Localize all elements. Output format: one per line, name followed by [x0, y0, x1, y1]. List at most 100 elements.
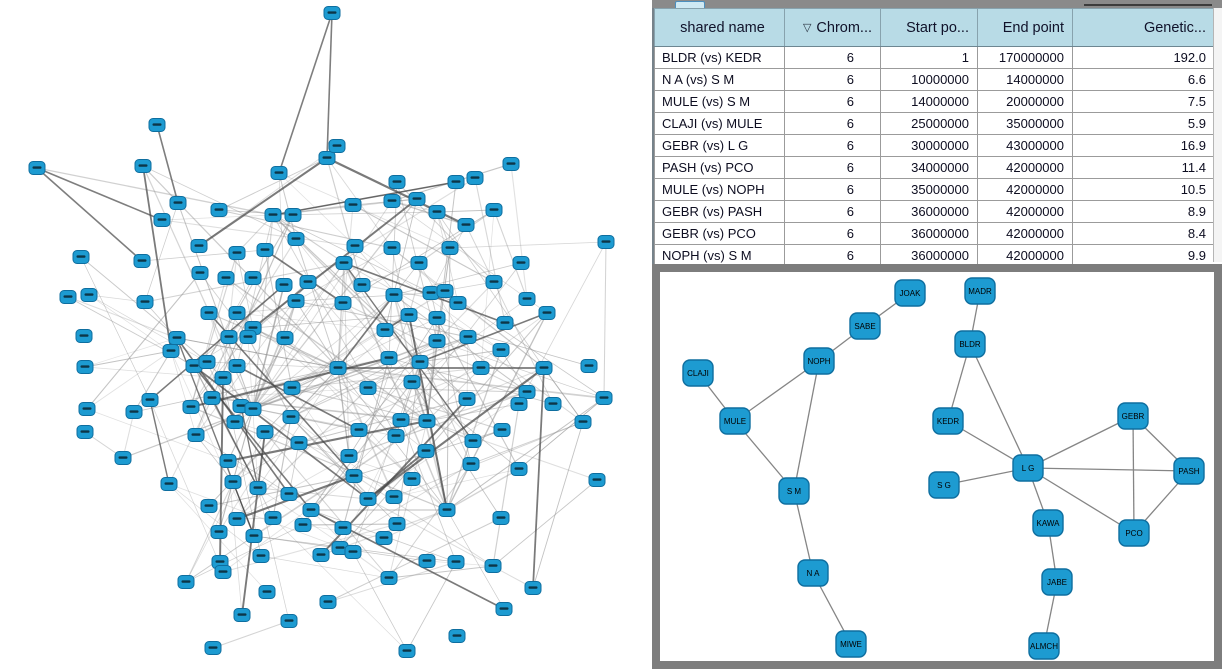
table-cell[interactable]: 35000000 — [977, 112, 1073, 135]
table-row[interactable]: GEBR (vs) PASH 6 36000000 42000000 8.9 — [654, 200, 1214, 223]
table-cell[interactable]: PASH (vs) PCO — [654, 156, 785, 179]
network-node-small[interactable] — [459, 330, 477, 344]
network-node-small[interactable] — [276, 331, 294, 345]
table-cell[interactable]: 42000000 — [977, 178, 1073, 201]
network-node-n-a[interactable]: N A — [797, 559, 829, 587]
table-cell[interactable]: 6 — [784, 222, 881, 245]
network-node-small[interactable] — [245, 529, 263, 543]
network-node-small[interactable] — [318, 151, 336, 165]
table-cell[interactable]: 42000000 — [977, 200, 1073, 223]
network-node-s-m[interactable]: S M — [778, 477, 810, 505]
network-node-small[interactable] — [398, 644, 416, 658]
network-node-kawa[interactable]: KAWA — [1032, 509, 1064, 537]
network-node-small[interactable] — [204, 641, 222, 655]
table-cell[interactable]: 8.9 — [1072, 200, 1214, 223]
table-cell[interactable]: 42000000 — [977, 244, 1073, 264]
network-node-small[interactable] — [448, 629, 466, 643]
column-header-shared-name[interactable]: shared name — [654, 8, 785, 47]
network-node-small[interactable] — [256, 243, 274, 257]
network-node-small[interactable] — [334, 296, 352, 310]
network-node-pco[interactable]: PCO — [1118, 519, 1150, 547]
table-cell[interactable]: 36000000 — [880, 222, 978, 245]
network-node-small[interactable] — [388, 175, 406, 189]
table-cell[interactable]: 6 — [784, 134, 881, 157]
table-cell[interactable]: 7.5 — [1072, 90, 1214, 113]
network-node-small[interactable] — [462, 457, 480, 471]
network-node-small[interactable] — [198, 355, 216, 369]
table-cell[interactable]: GEBR (vs) PASH — [654, 200, 785, 223]
column-header-end-point[interactable]: End point — [977, 8, 1073, 47]
table-cell[interactable]: 6 — [784, 46, 881, 69]
table-cell[interactable]: 9.9 — [1072, 244, 1214, 264]
filtered-network-canvas[interactable]: JOAK SABE NOPH CLAJI MULE S M N A MIWE MADR BLDR K… — [660, 272, 1214, 661]
network-node-small[interactable] — [141, 393, 159, 407]
network-node-small[interactable] — [287, 232, 305, 246]
table-cell[interactable]: MULE (vs) NOPH — [654, 178, 785, 201]
network-node-small[interactable] — [518, 292, 536, 306]
network-node-small[interactable] — [162, 344, 180, 358]
network-node-small[interactable] — [597, 235, 615, 249]
network-node-miwe[interactable]: MIWE — [835, 630, 867, 658]
table-cell[interactable]: 6 — [784, 156, 881, 179]
network-node-small[interactable] — [344, 198, 362, 212]
network-node-pash[interactable]: PASH — [1173, 457, 1205, 485]
network-node-small[interactable] — [264, 208, 282, 222]
network-node-small[interactable] — [447, 175, 465, 189]
table-cell[interactable]: 5.9 — [1072, 112, 1214, 135]
network-node-small[interactable] — [574, 415, 592, 429]
network-node-small[interactable] — [203, 391, 221, 405]
table-cell[interactable]: 34000000 — [880, 156, 978, 179]
table-cell[interactable]: NOPH (vs) S M — [654, 244, 785, 264]
table-cell[interactable]: CLAJI (vs) MULE — [654, 112, 785, 135]
network-node-small[interactable] — [335, 256, 353, 270]
network-node-small[interactable] — [485, 275, 503, 289]
network-node-small[interactable] — [510, 397, 528, 411]
network-node-claji[interactable]: CLAJI — [682, 359, 714, 387]
network-node-small[interactable] — [385, 490, 403, 504]
network-node-small[interactable] — [283, 381, 301, 395]
network-node-small[interactable] — [538, 306, 556, 320]
network-node-small[interactable] — [233, 608, 251, 622]
network-node-small[interactable] — [359, 381, 377, 395]
network-node-small[interactable] — [80, 288, 98, 302]
network-node-small[interactable] — [380, 351, 398, 365]
table-cell[interactable]: 1 — [880, 46, 978, 69]
table-cell[interactable]: 6 — [784, 90, 881, 113]
network-node-jabe[interactable]: JABE — [1041, 568, 1073, 596]
network-node-small[interactable] — [344, 545, 362, 559]
network-node-small[interactable] — [282, 410, 300, 424]
network-node-small[interactable] — [334, 521, 352, 535]
network-node-almch[interactable]: ALMCH — [1028, 632, 1060, 660]
network-node-small[interactable] — [226, 415, 244, 429]
network-node-small[interactable] — [125, 405, 143, 419]
network-node-small[interactable] — [280, 487, 298, 501]
table-row[interactable]: PASH (vs) PCO 6 34000000 42000000 11.4 — [654, 156, 1214, 179]
table-cell[interactable]: N A (vs) S M — [654, 68, 785, 91]
network-node-small[interactable] — [75, 329, 93, 343]
network-node-small[interactable] — [323, 6, 341, 20]
network-node-small[interactable] — [249, 481, 267, 495]
network-node-small[interactable] — [524, 581, 542, 595]
network-node-small[interactable] — [496, 316, 514, 330]
network-node-small[interactable] — [264, 511, 282, 525]
table-cell[interactable]: 10000000 — [880, 68, 978, 91]
network-node-small[interactable] — [428, 334, 446, 348]
table-scrollbar[interactable] — [1213, 8, 1222, 262]
network-node-small[interactable] — [441, 241, 459, 255]
table-row[interactable]: MULE (vs) S M 6 14000000 20000000 7.5 — [654, 90, 1214, 113]
table-cell[interactable]: 43000000 — [977, 134, 1073, 157]
network-node-small[interactable] — [328, 139, 346, 153]
network-node-small[interactable] — [228, 306, 246, 320]
network-node-small[interactable] — [580, 359, 598, 373]
table-row[interactable]: GEBR (vs) PCO 6 36000000 42000000 8.4 — [654, 222, 1214, 245]
network-node-small[interactable] — [400, 308, 418, 322]
network-node-small[interactable] — [510, 462, 528, 476]
network-node-s-g[interactable]: S G — [928, 471, 960, 499]
network-node-small[interactable] — [210, 525, 228, 539]
network-node-small[interactable] — [411, 355, 429, 369]
table-cell[interactable]: 35000000 — [880, 178, 978, 201]
network-node-small[interactable] — [492, 511, 510, 525]
network-node-small[interactable] — [228, 246, 246, 260]
table-row[interactable]: N A (vs) S M 6 10000000 14000000 6.6 — [654, 68, 1214, 91]
network-node-small[interactable] — [417, 444, 435, 458]
